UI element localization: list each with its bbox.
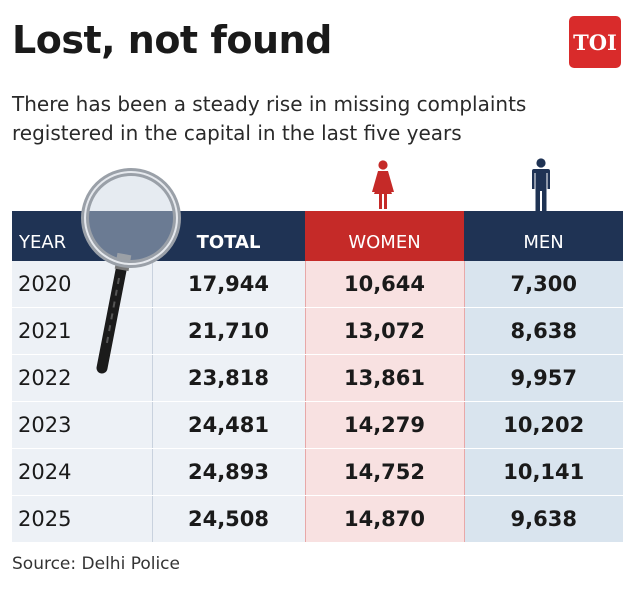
women-cell: 10,644 (304, 261, 465, 308)
women-cell: 13,861 (304, 354, 465, 402)
woman-icon (372, 160, 394, 209)
men-cell: 7,300 (464, 261, 623, 308)
men-cell: 9,957 (464, 354, 623, 402)
table-row: 2022 23,818 13,861 9,957 (12, 354, 623, 402)
table-row: 2020 17,944 10,644 7,300 (12, 261, 623, 308)
total-cell: 23,818 (151, 354, 305, 402)
year-cell: 2021 (12, 307, 152, 355)
women-cell: 13,072 (304, 307, 465, 355)
magnifying-glass-icon (81, 168, 181, 374)
source-note: Source: Delhi Police (12, 554, 180, 574)
page-title: Lost, not found (12, 18, 332, 62)
complaints-table: YEAR TOTAL WOMEN MEN 2020 17,944 10,644 … (12, 211, 623, 543)
women-cell: 14,279 (304, 401, 465, 449)
toi-logo: TOI (569, 16, 621, 68)
women-cell: 14,752 (304, 448, 465, 496)
table-row: 2024 24,893 14,752 10,141 (12, 448, 623, 496)
year-cell: 2023 (12, 401, 152, 449)
man-icon (532, 158, 550, 211)
total-cell: 17,944 (151, 261, 305, 308)
women-cell: 14,870 (304, 495, 465, 543)
men-cell: 10,202 (464, 401, 623, 449)
column-header-men: MEN (464, 211, 623, 261)
total-cell: 21,710 (151, 307, 305, 355)
year-cell: 2024 (12, 448, 152, 496)
table-row: 2021 21,710 13,072 8,638 (12, 307, 623, 355)
table-row: 2025 24,508 14,870 9,638 (12, 495, 623, 543)
year-cell: 2022 (12, 354, 152, 402)
table-row: 2023 24,481 14,279 10,202 (12, 401, 623, 449)
men-cell: 9,638 (464, 495, 623, 543)
total-cell: 24,508 (151, 495, 305, 543)
total-cell: 24,481 (151, 401, 305, 449)
men-cell: 8,638 (464, 307, 623, 355)
subtitle: There has been a steady rise in missing … (12, 92, 527, 145)
total-cell: 24,893 (151, 448, 305, 496)
men-cell: 10,141 (464, 448, 623, 496)
column-header-women: WOMEN (305, 211, 464, 261)
year-cell: 2025 (12, 495, 152, 543)
